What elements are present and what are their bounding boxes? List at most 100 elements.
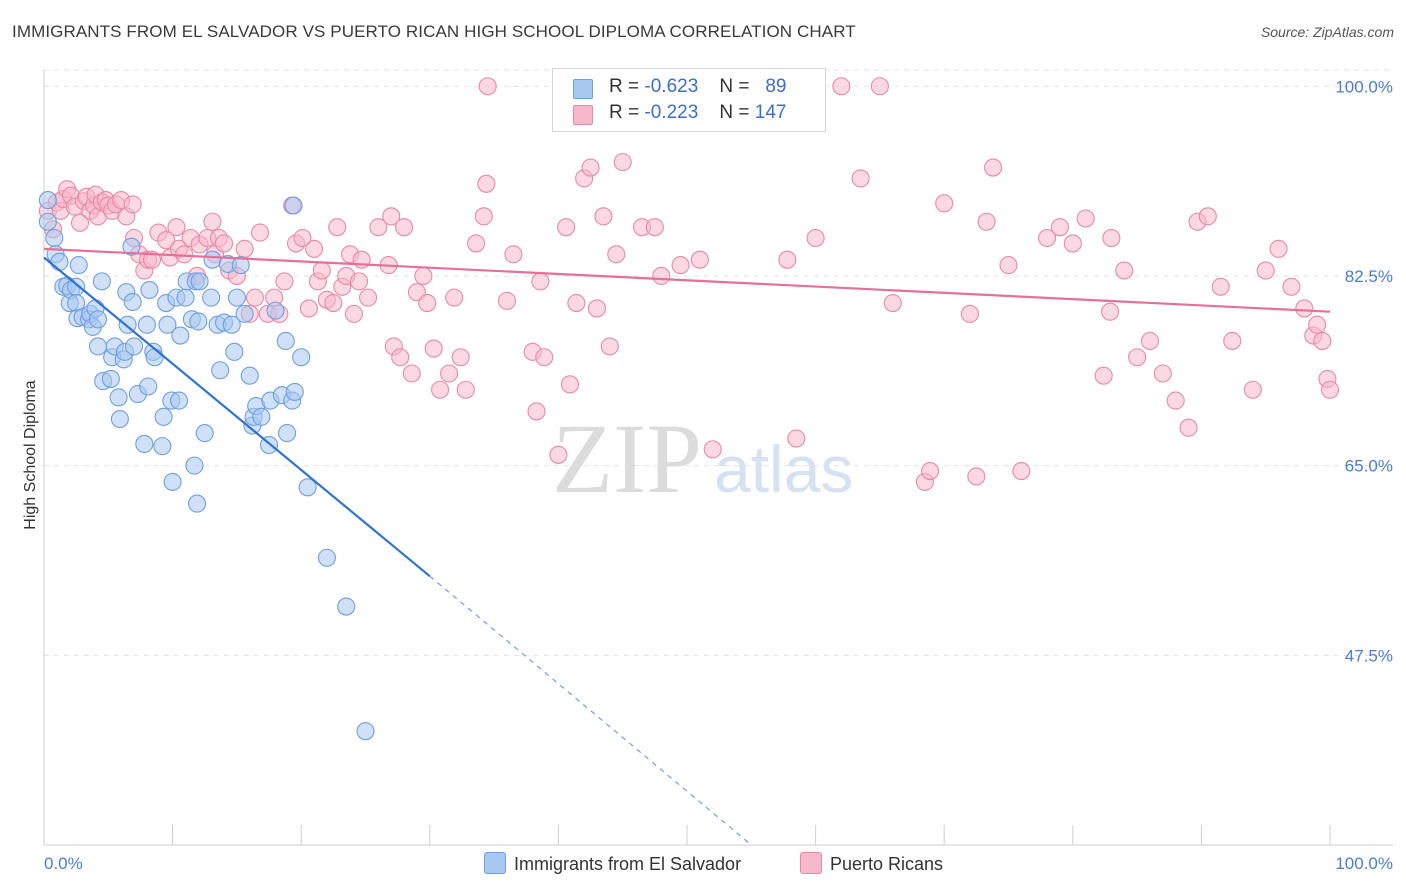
data-point	[703, 440, 722, 459]
data-point	[163, 472, 182, 491]
data-point	[1256, 261, 1275, 280]
data-point	[1063, 234, 1082, 253]
data-point	[567, 293, 586, 313]
data-point	[167, 218, 186, 237]
legend-n-value: 89	[765, 76, 787, 97]
data-point	[418, 293, 437, 313]
data-point	[157, 231, 176, 250]
data-point	[424, 339, 443, 358]
data-point	[92, 272, 111, 291]
data-point	[305, 239, 324, 258]
data-point	[185, 456, 204, 475]
data-point	[382, 207, 401, 226]
data-point	[787, 429, 806, 448]
data-point	[145, 348, 164, 367]
data-point	[1115, 261, 1134, 280]
data-point	[189, 312, 208, 331]
data-point	[235, 304, 254, 323]
data-point	[88, 310, 108, 329]
data-point	[402, 364, 421, 383]
data-point	[1313, 331, 1332, 351]
data-point	[187, 494, 207, 513]
trend-line-el-salvador-extension	[429, 575, 752, 846]
data-point	[977, 212, 996, 231]
data-point	[190, 272, 209, 291]
data-point	[883, 293, 902, 313]
data-point	[67, 277, 86, 296]
data-point	[1102, 228, 1121, 248]
data-point	[1211, 277, 1230, 296]
data-point	[1243, 380, 1262, 399]
data-point	[1128, 348, 1147, 367]
data-point	[154, 407, 173, 426]
data-point	[451, 348, 470, 367]
legend-swatch-blue	[573, 79, 593, 99]
data-point	[935, 194, 954, 213]
data-point	[921, 461, 940, 481]
data-point	[369, 218, 388, 237]
y-tick-label: 65.0%	[1345, 457, 1393, 476]
data-point	[1166, 391, 1185, 410]
data-point	[1076, 209, 1095, 228]
data-point	[497, 291, 517, 310]
data-point	[275, 272, 294, 291]
bottom-legend-swatch-blue	[484, 852, 506, 874]
data-point	[317, 548, 336, 567]
data-point	[594, 207, 613, 226]
legend-r-value: -0.223	[644, 102, 699, 123]
tick-labels: 47.5% 65.0% 82.5% 100.0% 0.0% 100.0%	[44, 77, 1393, 873]
trend-line-el-salvador	[43, 256, 431, 578]
watermark-zip: ZIP	[552, 403, 702, 514]
data-point	[225, 342, 244, 361]
data-point	[1308, 315, 1327, 334]
data-point	[359, 288, 378, 307]
data-point	[445, 288, 464, 307]
data-point	[560, 375, 580, 394]
data-point	[124, 337, 144, 356]
bottom-legend-puerto-ricans: Puerto Ricans	[800, 852, 943, 875]
y-axis-label: High School Diploma	[22, 380, 39, 530]
data-point	[581, 158, 600, 177]
data-point	[50, 252, 69, 271]
data-point	[38, 191, 57, 210]
data-point	[557, 218, 576, 237]
source-credit: Source: ZipAtlas.com	[1260, 24, 1394, 40]
legend-n-label: N =	[719, 102, 750, 123]
data-point	[175, 245, 194, 264]
data-point	[250, 223, 270, 242]
data-point	[1295, 299, 1314, 318]
grid-lines	[44, 69, 1393, 656]
y-tick-label: 47.5%	[1345, 646, 1393, 665]
y-tick-label: 100.0%	[1335, 77, 1393, 96]
data-point	[851, 169, 870, 188]
legend-swatch-pink	[573, 105, 593, 125]
data-point	[123, 195, 142, 214]
data-point	[45, 228, 64, 248]
legend-n-value: 147	[754, 102, 787, 123]
data-point	[350, 272, 369, 291]
data-point	[176, 288, 195, 307]
data-point	[69, 256, 88, 275]
data-point	[504, 245, 523, 264]
data-point	[240, 366, 259, 385]
data-point	[607, 245, 626, 264]
data-point	[1101, 302, 1120, 321]
data-point	[778, 250, 797, 269]
data-point	[456, 380, 475, 399]
legend-r-label: R =	[609, 76, 640, 97]
data-point	[1038, 228, 1057, 248]
data-point	[140, 280, 159, 300]
data-point	[266, 301, 285, 320]
data-point	[645, 218, 664, 237]
data-point	[312, 261, 331, 280]
data-point	[414, 266, 433, 285]
chart-title: IMMIGRANTS FROM EL SALVADOR VS PUERTO RI…	[12, 22, 856, 41]
data-point	[613, 153, 632, 172]
bottom-legend-el-salvador: Immigrants from El Salvador	[484, 852, 741, 875]
data-point	[587, 299, 607, 318]
data-point	[984, 158, 1003, 177]
data-point	[832, 77, 851, 96]
data-point	[600, 337, 619, 356]
data-point	[109, 388, 128, 407]
